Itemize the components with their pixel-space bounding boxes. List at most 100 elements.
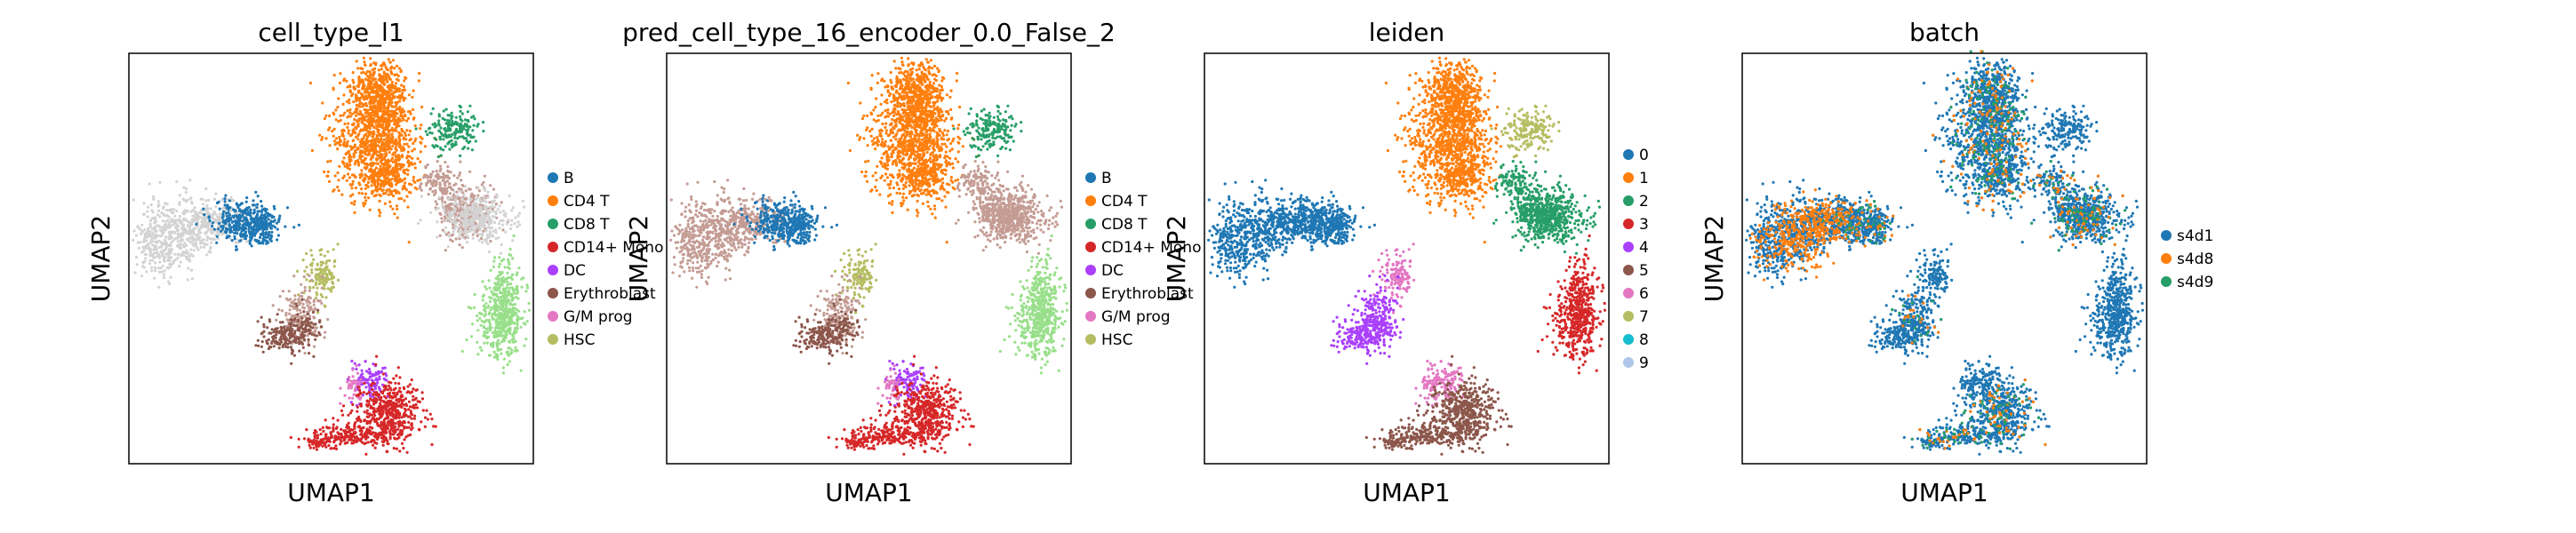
scatter-point xyxy=(143,235,147,239)
scatter-point xyxy=(199,197,203,201)
scatter-point xyxy=(353,143,356,147)
scatter-point xyxy=(269,236,273,240)
scatter-point xyxy=(505,286,508,290)
scatter-point xyxy=(200,225,204,229)
scatter-point xyxy=(413,186,417,189)
scatter-point xyxy=(308,314,312,318)
scatter-point xyxy=(372,162,376,165)
scatter-point xyxy=(454,115,458,119)
scatter-point xyxy=(146,210,149,213)
scatter-point xyxy=(462,193,466,196)
scatter-point xyxy=(332,74,336,77)
scatter-point xyxy=(372,153,375,156)
scatter-point xyxy=(348,163,352,167)
scatter-point xyxy=(478,197,482,201)
scatter-point xyxy=(366,135,370,139)
scatter-point xyxy=(519,325,523,329)
scatter-point xyxy=(212,238,216,242)
scatter-point xyxy=(371,119,374,123)
scatter-point xyxy=(278,321,283,324)
scatter-point xyxy=(338,138,341,142)
scatter-point xyxy=(382,149,386,153)
scatter-point xyxy=(390,92,394,96)
scatter-point xyxy=(492,355,497,359)
scatter-point xyxy=(441,195,444,199)
scatter-point xyxy=(363,118,366,122)
scatter-point xyxy=(492,199,497,203)
scatter-point xyxy=(468,170,472,173)
scatter-point xyxy=(292,274,296,278)
scatter-point xyxy=(513,303,517,306)
scatter-point xyxy=(359,153,363,156)
scatter-point xyxy=(356,159,360,163)
scatter-point xyxy=(346,85,349,89)
scatter-point xyxy=(397,67,402,70)
scatter-point xyxy=(459,160,462,163)
scatter-point xyxy=(339,143,342,147)
scatter-point xyxy=(242,209,245,212)
scatter-point xyxy=(174,236,178,240)
scatter-point xyxy=(233,235,236,238)
scatter-point xyxy=(159,250,163,253)
scatter-point xyxy=(152,248,156,251)
scatter-point xyxy=(288,312,292,315)
scatter-point xyxy=(366,153,370,157)
scatter-point xyxy=(481,298,484,302)
scatter-point xyxy=(409,191,412,195)
scatter-point xyxy=(378,199,381,203)
scatter-point xyxy=(354,96,358,99)
scatter-point xyxy=(352,381,356,385)
scatter-point xyxy=(494,231,498,235)
scatter-point xyxy=(493,205,497,209)
scatter-point xyxy=(306,304,309,307)
scatter-point xyxy=(323,304,326,307)
scatter-point xyxy=(193,210,196,213)
scatter-point xyxy=(500,298,503,302)
scatter-point xyxy=(215,241,219,244)
scatter-point xyxy=(154,216,157,219)
scatter-point xyxy=(132,238,135,242)
scatter-point xyxy=(205,238,209,242)
scatter-point xyxy=(361,192,364,195)
scatter-point xyxy=(438,164,443,168)
scatter-point xyxy=(170,219,173,224)
scatter-point xyxy=(357,89,361,92)
scatter-point xyxy=(463,146,467,149)
scatter-point xyxy=(375,118,379,123)
scatter-point xyxy=(507,293,510,297)
scatter-point xyxy=(352,131,356,134)
scatter-point xyxy=(218,207,221,211)
scatter-point xyxy=(453,210,457,213)
scatter-point xyxy=(267,241,270,244)
scatter-point xyxy=(489,239,492,243)
scatter-point xyxy=(385,378,388,382)
scatter-point xyxy=(254,190,258,194)
scatter-point xyxy=(388,60,392,64)
scatter-point xyxy=(257,226,260,229)
scatter-point xyxy=(496,357,500,361)
scatter-point xyxy=(176,244,180,248)
scatter-point xyxy=(366,75,370,78)
scatter-point xyxy=(372,138,376,141)
scatter-point xyxy=(452,131,457,134)
scatter-point xyxy=(395,64,399,68)
scatter-point xyxy=(412,147,416,151)
scatter-point xyxy=(331,130,334,133)
scatter-point xyxy=(194,216,197,219)
scatter-point xyxy=(190,200,194,204)
scatter-point xyxy=(387,178,390,181)
scatter-point xyxy=(463,211,468,214)
scatter-point xyxy=(348,108,352,112)
scatter-point xyxy=(187,254,190,258)
scatter-point xyxy=(298,349,301,353)
scatter-point xyxy=(521,199,524,203)
scatter-point xyxy=(502,357,507,361)
scatter-point xyxy=(337,120,340,123)
scatter-point xyxy=(477,233,481,236)
scatter-point xyxy=(495,335,499,338)
scatter-point xyxy=(395,171,398,175)
scatter-point xyxy=(436,155,440,159)
scatter-point xyxy=(427,193,430,196)
scatter-point xyxy=(235,244,238,249)
scatter-point xyxy=(459,190,463,194)
